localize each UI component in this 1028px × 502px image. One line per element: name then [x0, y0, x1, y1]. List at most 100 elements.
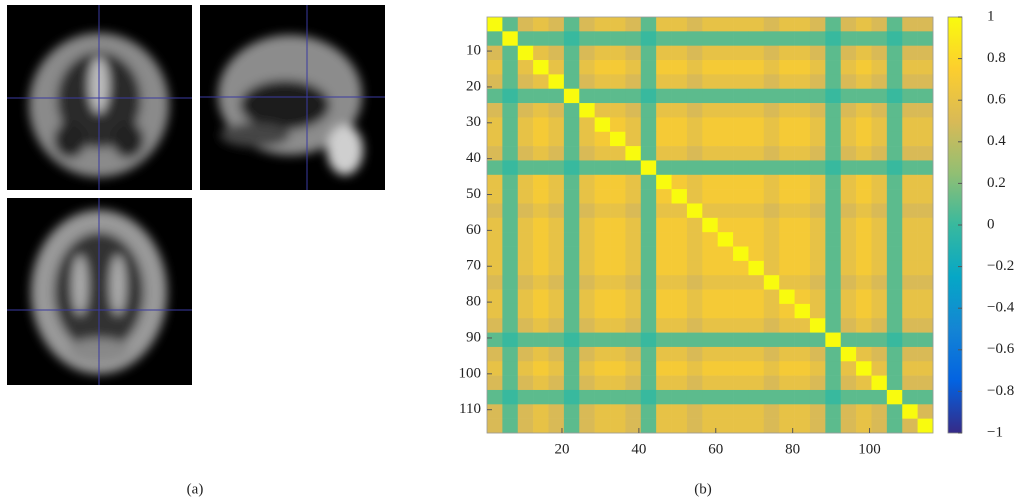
heatmap-cell	[533, 390, 549, 405]
heatmap-cell	[518, 203, 534, 218]
heatmap-cell	[733, 290, 749, 305]
heatmap-cell	[549, 290, 565, 305]
heatmap-cell	[871, 17, 887, 32]
heatmap-cell	[610, 117, 626, 132]
heatmap-cell	[487, 175, 503, 190]
heatmap-cell	[641, 404, 657, 419]
heatmap-cell	[718, 74, 734, 89]
x-tick-label: 40	[631, 441, 646, 457]
heatmap-cell	[748, 160, 764, 175]
heatmap-cell	[656, 318, 672, 333]
heatmap-cell	[779, 203, 795, 218]
heatmap-cell	[502, 232, 518, 247]
heatmap-cell	[656, 419, 672, 434]
heatmap-cell	[702, 103, 718, 118]
heatmap-cell	[579, 132, 595, 147]
heatmap-cell	[918, 103, 934, 118]
colorbar-tick-label: −1	[987, 424, 1003, 440]
heatmap-cell	[610, 218, 626, 233]
heatmap-cell	[902, 318, 918, 333]
heatmap-cell	[487, 31, 503, 46]
heatmap-cell	[841, 46, 857, 61]
heatmap-cell	[856, 218, 872, 233]
heatmap-cell	[625, 189, 641, 204]
heatmap-cell	[887, 17, 903, 32]
heatmap-cell	[641, 175, 657, 190]
heatmap-cell	[856, 103, 872, 118]
heatmap-cell	[810, 419, 826, 434]
heatmap-cell	[579, 17, 595, 32]
colorbar-tick-label: 0.4	[987, 133, 1006, 149]
heatmap-cell	[764, 232, 780, 247]
heatmap-cell	[887, 347, 903, 362]
heatmap-cell	[518, 247, 534, 262]
heatmap-cell	[748, 74, 764, 89]
heatmap-cell	[825, 333, 841, 348]
heatmap-cell	[779, 46, 795, 61]
heatmap-cell	[518, 419, 534, 434]
heatmap-cell	[549, 175, 565, 190]
heatmap-cell	[856, 31, 872, 46]
heatmap-cell	[718, 419, 734, 434]
heatmap-cell	[841, 261, 857, 276]
heatmap-cell	[856, 60, 872, 75]
heatmap-cell	[718, 361, 734, 376]
heatmap-cell	[825, 419, 841, 434]
heatmap-cell	[610, 333, 626, 348]
heatmap-cell	[718, 46, 734, 61]
heatmap-cell	[564, 189, 580, 204]
heatmap-cell	[702, 146, 718, 161]
heatmap-cell	[764, 218, 780, 233]
heatmap-cell	[687, 390, 703, 405]
heatmap-cell	[795, 17, 811, 32]
heatmap-cell	[825, 132, 841, 147]
heatmap-cell	[518, 361, 534, 376]
heatmap-cell	[856, 232, 872, 247]
heatmap-cell	[595, 203, 611, 218]
heatmap-cell	[748, 376, 764, 391]
heatmap-cell	[595, 146, 611, 161]
heatmap-cell	[702, 17, 718, 32]
heatmap-cell	[733, 419, 749, 434]
heatmap-cell	[810, 117, 826, 132]
heatmap-cell	[748, 175, 764, 190]
heatmap-cell	[502, 247, 518, 262]
heatmap-cell	[825, 103, 841, 118]
heatmap-cell	[779, 361, 795, 376]
heatmap-cell	[687, 419, 703, 434]
heatmap-cell	[564, 146, 580, 161]
heatmap-cell	[841, 89, 857, 104]
heatmap-cell	[549, 347, 565, 362]
heatmap-cell	[549, 60, 565, 75]
heatmap-cell	[764, 103, 780, 118]
heatmap-cell	[579, 103, 595, 118]
heatmap-cell	[549, 160, 565, 175]
heatmap-cell	[887, 261, 903, 276]
heatmap-cell	[579, 333, 595, 348]
heatmap-cell	[641, 89, 657, 104]
heatmap-cell	[841, 60, 857, 75]
heatmap-cell	[887, 290, 903, 305]
colorbar-tick-label: 0.2	[987, 175, 1006, 191]
heatmap-cell	[533, 175, 549, 190]
panel-caption: (b)	[694, 481, 712, 497]
heatmap-cell	[656, 347, 672, 362]
heatmap-cell	[810, 160, 826, 175]
heatmap-cell	[641, 318, 657, 333]
heatmap-cell	[549, 46, 565, 61]
heatmap-cell	[795, 175, 811, 190]
heatmap-cell	[579, 60, 595, 75]
heatmap-cell	[518, 175, 534, 190]
heatmap-cell	[887, 117, 903, 132]
heatmap-cell	[810, 46, 826, 61]
heatmap-cell	[564, 232, 580, 247]
heatmap-cell	[625, 146, 641, 161]
heatmap-cell	[610, 261, 626, 276]
heatmap-cell	[502, 175, 518, 190]
heatmap-cell	[610, 189, 626, 204]
heatmap-cell	[918, 275, 934, 290]
heatmap-cell	[641, 304, 657, 319]
heatmap-cell	[579, 275, 595, 290]
heatmap-cell	[625, 290, 641, 305]
heatmap-cell	[918, 290, 934, 305]
